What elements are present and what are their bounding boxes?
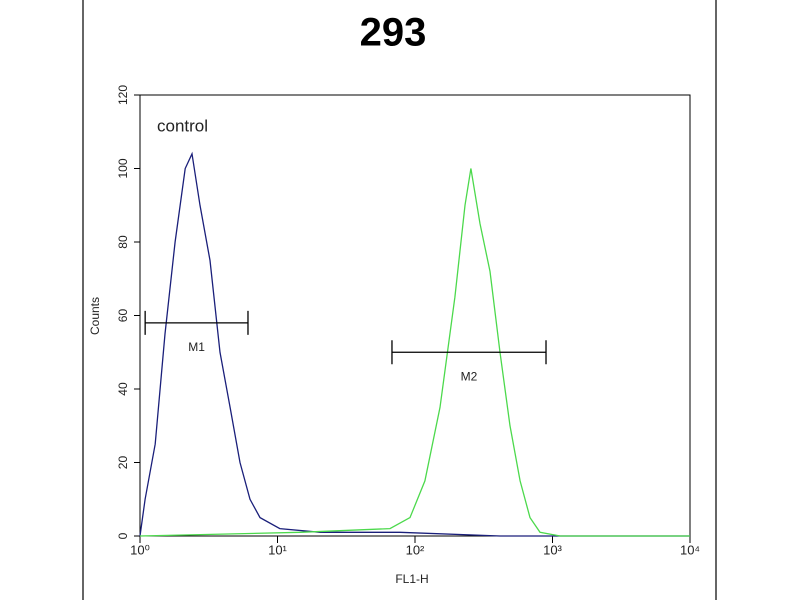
marker-label: M2 xyxy=(461,369,478,383)
series-line xyxy=(139,168,690,537)
x-tick-label: 10⁴ xyxy=(680,542,700,557)
series-label: control xyxy=(157,116,208,135)
x-tick-label: 10⁰ xyxy=(130,542,150,557)
y-tick-label: 20 xyxy=(116,456,130,470)
y-tick-label: 60 xyxy=(116,309,130,323)
x-tick-label: 10³ xyxy=(543,542,562,557)
y-tick-label: 40 xyxy=(116,382,130,396)
y-axis-label: Counts xyxy=(88,297,102,335)
plot-frame xyxy=(139,94,691,537)
x-tick-label: 10² xyxy=(406,542,425,557)
y-tick-label: 0 xyxy=(116,532,130,539)
chart-title: 293 xyxy=(360,11,427,55)
y-tick-label: 80 xyxy=(116,235,130,249)
series-line xyxy=(139,151,690,537)
y-tick-label: 100 xyxy=(116,158,130,178)
x-tick-label: 10¹ xyxy=(268,542,287,557)
marker-label: M1 xyxy=(188,340,205,354)
y-tick-label: 120 xyxy=(116,85,130,105)
x-axis-label: FL1-H xyxy=(395,572,428,586)
